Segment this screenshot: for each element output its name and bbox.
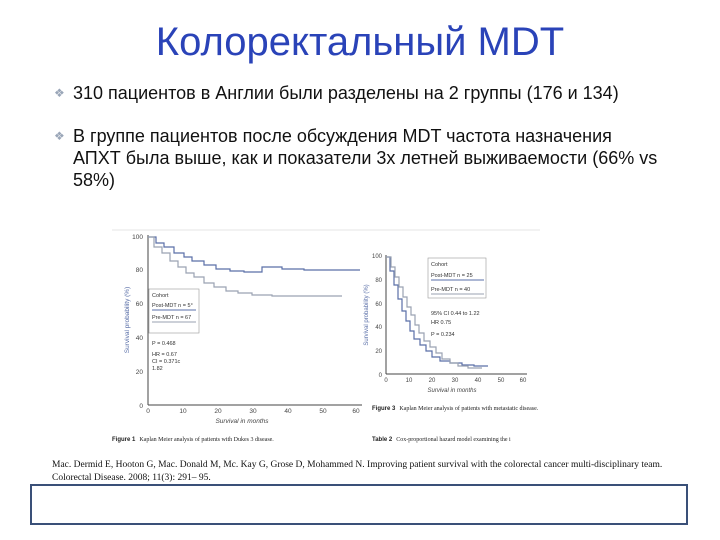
y-tick-label: 60 (375, 302, 382, 308)
left-figure: 0 20 40 60 80 100 0 10 20 30 40 50 60 Su… (112, 234, 362, 443)
y-tick-label: 100 (132, 234, 143, 241)
y-axis-label: Survival probability (%) (364, 284, 370, 345)
bullet-text: В группе пациентов после обсуждения MDT … (73, 126, 658, 190)
x-tick-label: 40 (284, 408, 292, 415)
stat-text: 95% CI 0.44 to 1.22 (431, 311, 480, 317)
stat-text: P = 0.468 (152, 341, 176, 347)
caption-label: Figure 1 (112, 437, 136, 443)
post-mdt-curve (148, 236, 360, 273)
legend-pre: Pre-MDT n = 67 (152, 315, 191, 321)
x-axis-label: Survival in months (427, 388, 476, 394)
caption-text: Kaplan Meier analysis of patients with m… (399, 405, 538, 412)
y-tick-label: 100 (372, 254, 383, 260)
y-axis-label: Survival probability (%) (124, 287, 131, 353)
caption-label: Figure 3 (372, 406, 396, 412)
x-tick-label: 20 (429, 378, 436, 384)
x-tick-label: 30 (452, 378, 459, 384)
x-tick-label: 50 (498, 378, 505, 384)
y-tick-label: 0 (139, 403, 143, 410)
table-caption-text: Cox-proportional hazard model examining … (396, 437, 511, 443)
y-tick-label: 40 (375, 325, 382, 331)
x-tick-label: 10 (406, 378, 413, 384)
right-figure: 0 20 40 60 80 100 0 10 20 30 40 50 60 Su… (364, 254, 539, 443)
survival-figures-image: 0 20 40 60 80 100 0 10 20 30 40 50 60 Su… (112, 225, 544, 447)
x-tick-label: 0 (384, 378, 388, 384)
x-tick-label: 30 (249, 408, 257, 415)
y-tick-label: 0 (379, 373, 383, 379)
diamond-bullet-icon: ❖ (54, 129, 65, 143)
bullet-item: ❖ В группе пациентов после обсуждения MD… (52, 125, 664, 191)
stat-text: HR 0.75 (431, 320, 451, 326)
y-tick-label: 60 (136, 301, 144, 308)
stat-text: 1.82 (152, 366, 163, 372)
x-tick-label: 0 (146, 408, 150, 415)
y-tick-label: 80 (375, 278, 382, 284)
citation-text: Mac. Dermid E, Hooton G, Mac. Donald M, … (52, 460, 663, 483)
footer-box (30, 484, 688, 525)
pre-mdt-curve (148, 236, 342, 297)
x-tick-label: 60 (352, 408, 360, 415)
y-tick-label: 20 (375, 349, 382, 355)
legend-heading: Cohort (431, 262, 448, 268)
x-axis-label: Survival in months (215, 418, 269, 425)
x-tick-label: 40 (475, 378, 482, 384)
caption-text: Kaplan Meier analysis of patients with D… (139, 436, 274, 443)
x-tick-label: 50 (319, 408, 327, 415)
y-tick-label: 40 (136, 335, 144, 342)
bullet-item: ❖ 310 пациентов в Англии были разделены … (52, 82, 664, 104)
figure-caption: Figure 3 Kaplan Meier analysis of patient… (372, 405, 539, 412)
y-tick-label: 20 (136, 369, 144, 376)
legend-heading: Cohort (152, 293, 169, 299)
y-tick-label: 80 (136, 267, 144, 274)
stat-text: CI = 0.371c (152, 359, 181, 365)
bullet-text: 310 пациентов в Англии были разделены на… (73, 83, 619, 103)
diamond-bullet-icon: ❖ (54, 86, 65, 100)
x-tick-label: 60 (520, 378, 527, 384)
legend-post: Post-MDT n = 5° (152, 303, 193, 309)
legend-post: Post-MDT n = 25 (431, 273, 473, 279)
x-tick-label: 10 (179, 408, 187, 415)
x-tick-label: 20 (214, 408, 222, 415)
table-caption: Table 2 Cox-proportional hazard model exa… (372, 437, 511, 443)
stat-text: P = 0.234 (431, 332, 455, 338)
pre-mdt-curve (386, 256, 482, 369)
legend-pre: Pre-MDT n = 40 (431, 287, 470, 293)
table-caption-label: Table 2 (372, 437, 393, 443)
figure-caption: Figure 1 Kaplan Meier analysis of patient… (112, 436, 274, 443)
survival-figures-svg: 0 20 40 60 80 100 0 10 20 30 40 50 60 Su… (112, 225, 544, 447)
bullet-list: ❖ 310 пациентов в Англии были разделены … (52, 82, 664, 212)
stat-text: HR = 0.67 (152, 352, 177, 358)
slide-title: Колоректальный MDT (155, 20, 565, 64)
